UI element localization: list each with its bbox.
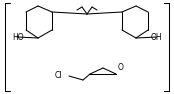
Text: Cl: Cl bbox=[54, 72, 62, 80]
Text: OH: OH bbox=[150, 33, 162, 41]
Text: O: O bbox=[118, 64, 124, 72]
Text: HO: HO bbox=[12, 33, 24, 41]
